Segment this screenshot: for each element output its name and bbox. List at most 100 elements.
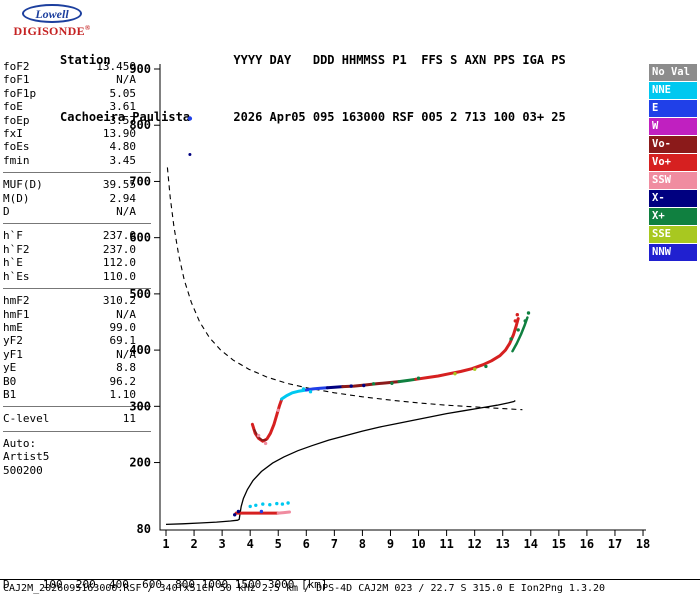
x-tick-label: 2 bbox=[190, 537, 197, 551]
param-foes: foEs 4.80 bbox=[3, 140, 151, 153]
noise-dot bbox=[187, 116, 193, 121]
param-separator bbox=[3, 406, 151, 408]
param-value: 110.0 bbox=[102, 269, 136, 283]
x-tick-label: 14 bbox=[524, 537, 538, 551]
echo-dot bbox=[362, 383, 366, 388]
echo-dot bbox=[275, 501, 279, 506]
y-tick-label: 600 bbox=[129, 231, 151, 245]
param-fof1p: foF1p 5.05 bbox=[3, 87, 151, 100]
x-tick-label: 16 bbox=[580, 537, 594, 551]
param-value: 8.8 bbox=[116, 361, 136, 375]
header-columns-line: Station YYYY DAY DDD HHMMSS P1 FFS S AXN… bbox=[60, 53, 566, 67]
echo-dot bbox=[254, 503, 258, 507]
echo-dot bbox=[261, 502, 265, 506]
param-value: N/A bbox=[116, 307, 136, 321]
param-value: 112.0 bbox=[102, 256, 136, 270]
param-label: hmF1 bbox=[3, 307, 30, 321]
echo-dot bbox=[301, 387, 306, 391]
param-label: hmF2 bbox=[3, 294, 30, 308]
param-he: h`E 112.0 bbox=[3, 256, 151, 269]
registered-mark: ® bbox=[84, 24, 91, 32]
x-tick-label: 12 bbox=[467, 537, 481, 551]
param-label: foEp bbox=[3, 113, 30, 127]
f-trace-vo-plus-main bbox=[414, 317, 520, 381]
param-foe: foE 3.61 bbox=[3, 100, 151, 113]
echo-dot bbox=[416, 376, 421, 380]
param-group-3: hmF2 310.2 hmF1 N/A hmE 99.0 yF2 69.1 yF1 N/A yE 8.… bbox=[3, 294, 151, 401]
param-label: MUF(D) bbox=[3, 178, 43, 192]
echo-dot bbox=[523, 319, 527, 323]
y-tick-label: 700 bbox=[129, 174, 151, 188]
echo-dot bbox=[484, 364, 488, 369]
param-label: h`F2 bbox=[3, 242, 30, 256]
param-separator bbox=[3, 172, 151, 174]
param-label: B0 bbox=[3, 374, 17, 388]
param-hmf2: hmF2 310.2 bbox=[3, 294, 151, 307]
x-tick-label: 8 bbox=[359, 537, 366, 551]
param-label: C-level bbox=[3, 412, 50, 426]
x-trace-green bbox=[511, 316, 529, 353]
direction-legend: No Val NNE E W Vo- Vo+ SSW X- X+ SSE NNW bbox=[649, 64, 697, 262]
param-mufd: MUF(D) 39.55 bbox=[3, 178, 151, 191]
param-label: yE bbox=[3, 361, 17, 375]
y-tick-label: 400 bbox=[129, 343, 151, 357]
param-label: foF1 bbox=[3, 73, 30, 87]
y-axis: 900 800 700 600 500 400 300 200 80 bbox=[129, 62, 160, 536]
param-foep: foEp 3.57 bbox=[3, 114, 151, 127]
param-value: 3.45 bbox=[109, 153, 137, 167]
digisonde-wordmark-text: DIGISONDE bbox=[13, 24, 85, 38]
x-tick-label: 7 bbox=[331, 537, 338, 551]
param-separator bbox=[3, 430, 151, 432]
echo-dot bbox=[268, 503, 272, 507]
lowell-digisonde-logo: Lowell DIGISONDE® bbox=[6, 3, 98, 39]
f-trace-start-vo-minus bbox=[253, 428, 267, 442]
param-value: 99.0 bbox=[109, 320, 137, 334]
echo-dot bbox=[371, 382, 376, 386]
distance-row: D 100 200 400 600 800 1000 1500 3000 [km… bbox=[3, 578, 328, 591]
autoscaling-info-line: Auto: bbox=[3, 436, 37, 450]
param-yf1: yF1 N/A bbox=[3, 348, 151, 361]
echo-dot bbox=[259, 509, 264, 514]
param-label: hmE bbox=[3, 320, 23, 334]
param-value: 310.2 bbox=[102, 294, 136, 308]
echo-dot bbox=[286, 501, 290, 505]
echo-dot bbox=[248, 504, 252, 509]
param-value: 39.55 bbox=[102, 178, 136, 192]
param-label: fmin bbox=[3, 153, 30, 167]
x-tick-label: 6 bbox=[303, 537, 310, 551]
param-label: M(D) bbox=[3, 191, 30, 205]
legend-item-w: W bbox=[649, 118, 697, 135]
param-value: 2.94 bbox=[109, 191, 137, 205]
y-tick-label: 500 bbox=[129, 287, 151, 301]
param-separator bbox=[3, 223, 151, 225]
param-hes: h`Es 110.0 bbox=[3, 270, 151, 283]
param-hme: hmE 99.0 bbox=[3, 321, 151, 334]
x-tick-label: 1 bbox=[162, 537, 169, 551]
echo-dot bbox=[515, 313, 519, 317]
param-value: N/A bbox=[116, 347, 136, 361]
echo-dot bbox=[236, 509, 241, 514]
param-value: 4.80 bbox=[109, 140, 137, 154]
autoscaling-info-line: 500200 bbox=[3, 463, 43, 477]
param-label: foF1p bbox=[3, 86, 37, 100]
header-block: Station YYYY DAY DDD HHMMSS P1 FFS S AXN… bbox=[60, 13, 566, 165]
x-tick-label: 11 bbox=[439, 537, 453, 551]
echo-dot bbox=[516, 328, 520, 332]
param-ye: yE 8.8 bbox=[3, 361, 151, 374]
legend-item-e: E bbox=[649, 100, 697, 117]
lowell-logo-text: Lowell bbox=[35, 7, 69, 21]
echo-dot bbox=[349, 384, 353, 388]
param-label: yF1 bbox=[3, 347, 23, 361]
param-label: foEs bbox=[3, 140, 30, 154]
param-value: 13.90 bbox=[102, 127, 136, 141]
lowell-logo-oval: Lowell bbox=[22, 4, 82, 23]
legend-item-vo-: Vo- bbox=[649, 136, 697, 153]
echo-dot bbox=[263, 441, 268, 446]
param-value: N/A bbox=[116, 205, 136, 219]
param-yf2: yF2 69.1 bbox=[3, 334, 151, 347]
echo-dot bbox=[473, 367, 477, 371]
param-value: 69.1 bbox=[109, 334, 137, 348]
legend-item-ssw: SSW bbox=[649, 172, 697, 189]
param-fof1: foF1 N/A bbox=[3, 73, 151, 86]
